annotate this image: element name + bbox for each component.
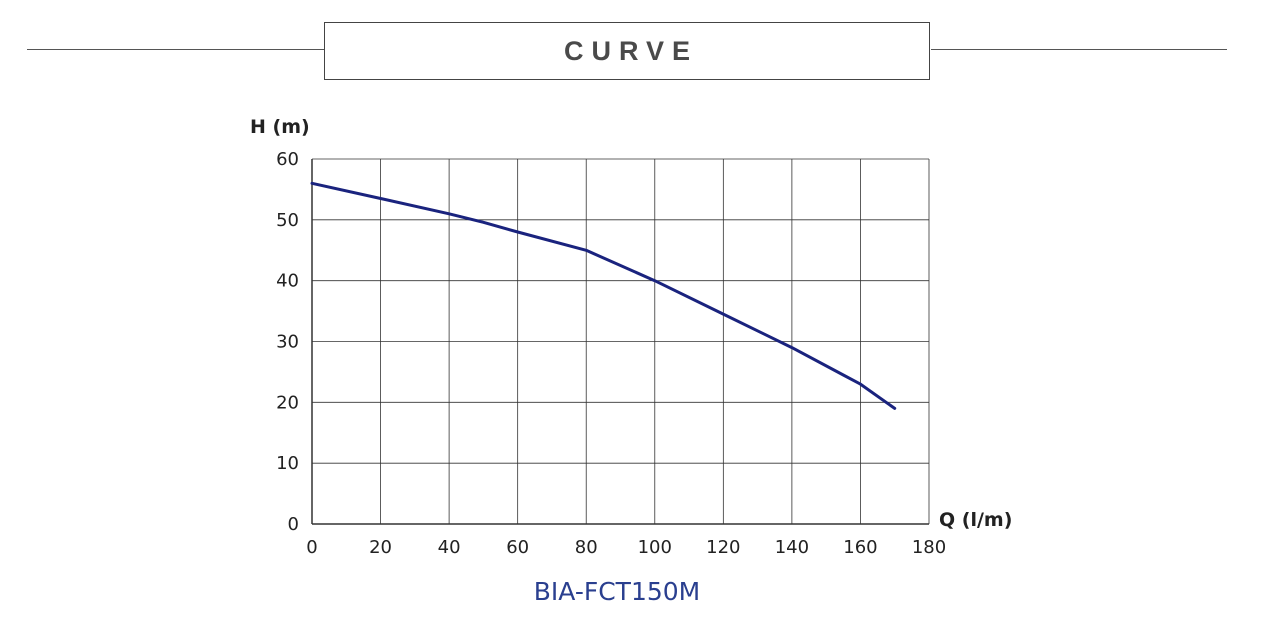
header-rule-right	[931, 49, 1227, 50]
x-tick-label: 180	[912, 537, 946, 558]
x-tick-label: 80	[575, 537, 598, 558]
y-tick-label: 50	[276, 210, 299, 231]
y-tick-label: 0	[288, 514, 299, 535]
title-box: CURVE	[324, 22, 930, 80]
x-tick-label: 100	[638, 537, 672, 558]
y-tick-label: 10	[276, 453, 299, 474]
y-tick-label: 30	[276, 332, 299, 353]
x-tick-label: 20	[369, 537, 392, 558]
chart-series	[310, 181, 897, 410]
series-line	[310, 181, 897, 410]
x-tick-label: 0	[306, 537, 317, 558]
model-label: BIA-FCT150M	[534, 577, 701, 606]
x-tick-label: 40	[438, 537, 461, 558]
chart-grid	[311, 158, 930, 525]
x-tick-label: 120	[706, 537, 740, 558]
header-rule-left	[27, 49, 324, 50]
x-axis-label: Q (l/m)	[939, 509, 1012, 531]
y-tick-label: 20	[276, 392, 299, 413]
x-tick-label: 60	[506, 537, 529, 558]
page-title: CURVE	[563, 35, 699, 66]
y-tick-label: 40	[276, 271, 299, 292]
x-tick-label: 140	[775, 537, 809, 558]
y-tick-label: 60	[276, 149, 299, 170]
chart-ticks: 0 20 40 60 80 100 120 140 160 180 0 10 20 30 40 50 60	[276, 149, 946, 558]
y-axis-label: H (m)	[250, 116, 310, 138]
x-tick-label: 160	[843, 537, 877, 558]
